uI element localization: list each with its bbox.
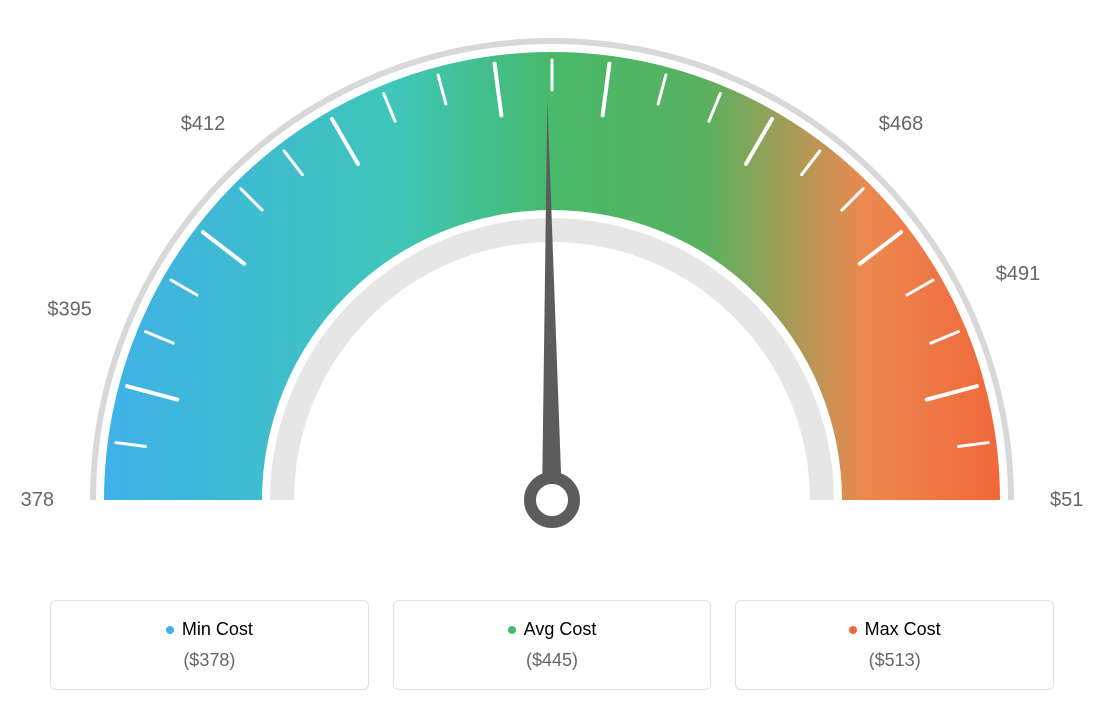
legend-label-avg: Avg Cost [508,619,597,640]
legend-dot-avg [508,626,516,634]
legend-value-min: ($378) [71,650,348,671]
legend-label-text-min: Min Cost [182,619,253,640]
cost-gauge-chart: $378$395$412$445$468$491$513 Min Cost ($… [20,20,1084,690]
legend-card-min: Min Cost ($378) [50,600,369,690]
svg-text:$513: $513 [1050,489,1084,511]
legend-value-avg: ($445) [414,650,691,671]
legend-label-min: Min Cost [166,619,253,640]
svg-text:$468: $468 [879,113,924,135]
svg-text:$412: $412 [181,113,226,135]
legend-dot-max [849,626,857,634]
legend-card-avg: Avg Cost ($445) [393,600,712,690]
svg-text:$491: $491 [996,263,1040,285]
legend-row: Min Cost ($378) Avg Cost ($445) Max Cost… [20,600,1084,690]
legend-dot-min [166,626,174,634]
legend-label-text-max: Max Cost [865,619,941,640]
gauge-svg: $378$395$412$445$468$491$513 [20,20,1084,580]
svg-text:$378: $378 [20,489,54,511]
svg-text:$395: $395 [47,298,92,320]
legend-label-max: Max Cost [849,619,941,640]
legend-label-text-avg: Avg Cost [524,619,597,640]
legend-card-max: Max Cost ($513) [735,600,1054,690]
legend-value-max: ($513) [756,650,1033,671]
